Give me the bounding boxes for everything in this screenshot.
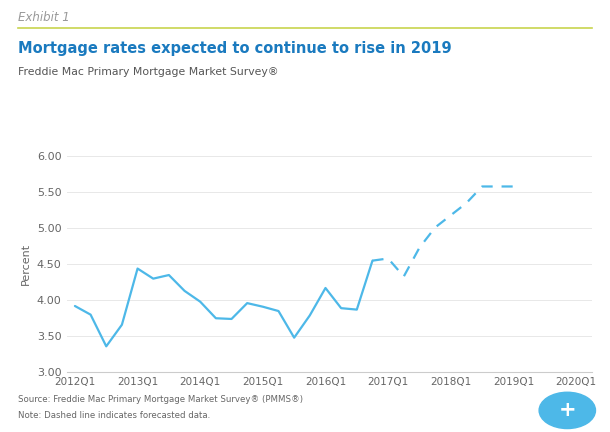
Text: +: + [559,400,576,420]
Text: Freddie Mac Primary Mortgage Market Survey®: Freddie Mac Primary Mortgage Market Surv… [18,67,279,77]
Text: Exhibit 1: Exhibit 1 [18,11,70,24]
Circle shape [539,392,595,429]
Text: Source: Freddie Mac Primary Mortgage Market Survey® (PMMS®): Source: Freddie Mac Primary Mortgage Mar… [18,395,303,404]
Y-axis label: Percent: Percent [21,242,31,285]
Text: Mortgage rates expected to continue to rise in 2019: Mortgage rates expected to continue to r… [18,41,452,56]
Text: Note: Dashed line indicates forecasted data.: Note: Dashed line indicates forecasted d… [18,411,210,420]
